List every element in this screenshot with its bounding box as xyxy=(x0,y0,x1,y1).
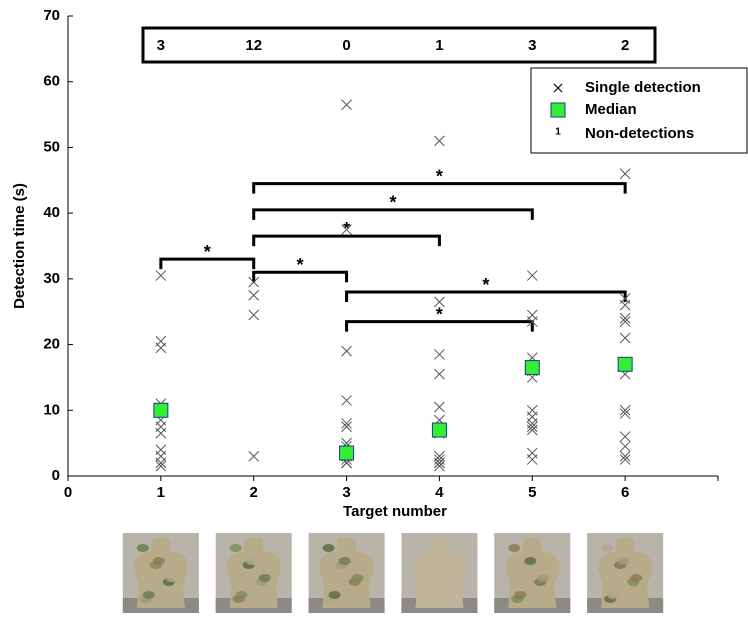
x-axis-label: Target number xyxy=(343,503,447,520)
camo-patch xyxy=(153,557,165,565)
significance-label: * xyxy=(436,304,443,324)
x-tick-label: 6 xyxy=(621,484,629,501)
median-point xyxy=(525,361,539,375)
significance-label: * xyxy=(389,193,396,213)
target-photo xyxy=(494,533,570,613)
x-tick-label: 0 xyxy=(64,484,72,501)
detection-point xyxy=(620,333,630,343)
camo-patch xyxy=(630,574,642,582)
y-tick-label: 30 xyxy=(43,270,60,287)
camo-patch xyxy=(329,591,341,599)
camo-patch xyxy=(143,591,155,599)
non-detection-count: 12 xyxy=(245,37,262,54)
y-tick-label: 50 xyxy=(43,138,60,155)
median-point xyxy=(340,446,354,460)
detection-point xyxy=(342,346,352,356)
detection-point xyxy=(620,441,630,451)
significance-label: * xyxy=(436,166,443,186)
non-detection-count: 2 xyxy=(621,37,629,54)
detection-point xyxy=(342,100,352,110)
camo-patch xyxy=(607,591,619,599)
camo-patch xyxy=(524,557,536,565)
legend-label: Median xyxy=(585,101,637,118)
non-detection-count: 1 xyxy=(435,37,443,54)
detection-point xyxy=(249,451,259,461)
camo-patch xyxy=(166,574,178,582)
non-detection-count: 0 xyxy=(342,37,350,54)
non-detection-box xyxy=(143,28,655,62)
camo-patch xyxy=(508,544,520,552)
detection-point xyxy=(249,310,259,320)
camo-patch xyxy=(230,544,242,552)
detection-point xyxy=(527,271,537,281)
x-tick-label: 2 xyxy=(250,484,258,501)
legend-marker xyxy=(551,103,565,117)
target-photo xyxy=(587,533,663,613)
detection-point xyxy=(620,432,630,442)
non-detection-count: 3 xyxy=(157,37,165,54)
detection-point xyxy=(434,136,444,146)
target-photo xyxy=(216,533,292,613)
significance-label: * xyxy=(482,275,489,295)
y-tick-label: 70 xyxy=(43,7,60,24)
y-tick-label: 60 xyxy=(43,73,60,90)
median-point xyxy=(432,423,446,437)
camo-patch xyxy=(537,574,549,582)
median-point xyxy=(154,403,168,417)
detection-point xyxy=(527,455,537,465)
camo-patch xyxy=(246,557,258,565)
detection-point xyxy=(434,349,444,359)
camo-patch xyxy=(352,574,364,582)
y-tick-label: 20 xyxy=(43,336,60,353)
target-photo xyxy=(309,533,385,613)
detection-point xyxy=(434,402,444,412)
detection-point xyxy=(156,343,166,353)
legend-label: Non-detections xyxy=(585,125,694,142)
camo-patch xyxy=(137,544,149,552)
detection-point xyxy=(434,369,444,379)
x-tick-label: 3 xyxy=(342,484,350,501)
detection-point xyxy=(342,395,352,405)
y-tick-label: 40 xyxy=(43,204,60,221)
camo-patch xyxy=(236,591,248,599)
y-tick-label: 0 xyxy=(52,467,60,484)
y-axis-label: Detection time (s) xyxy=(11,183,28,309)
detection-point xyxy=(156,428,166,438)
detection-point xyxy=(249,290,259,300)
legend-label: Single detection xyxy=(585,79,701,96)
target-photo xyxy=(401,533,477,613)
detection-point xyxy=(620,169,630,179)
camo-patch xyxy=(339,557,351,565)
x-tick-label: 1 xyxy=(157,484,165,501)
target-photo xyxy=(123,533,199,613)
camo-patch xyxy=(259,574,271,582)
non-detection-count: 3 xyxy=(528,37,536,54)
camo-patch xyxy=(514,591,526,599)
median-point xyxy=(618,357,632,371)
detection-point xyxy=(156,271,166,281)
significance-label: * xyxy=(297,255,304,275)
legend-marker: 1 xyxy=(555,127,561,138)
chart: Target number Detection time (s) 0102030… xyxy=(0,0,748,615)
significance-label: * xyxy=(204,242,211,262)
camo-patch xyxy=(617,557,629,565)
y-tick-label: 10 xyxy=(43,401,60,418)
x-tick-label: 4 xyxy=(435,484,444,501)
camo-patch xyxy=(601,544,613,552)
camo-patch xyxy=(323,544,335,552)
x-tick-label: 5 xyxy=(528,484,536,501)
